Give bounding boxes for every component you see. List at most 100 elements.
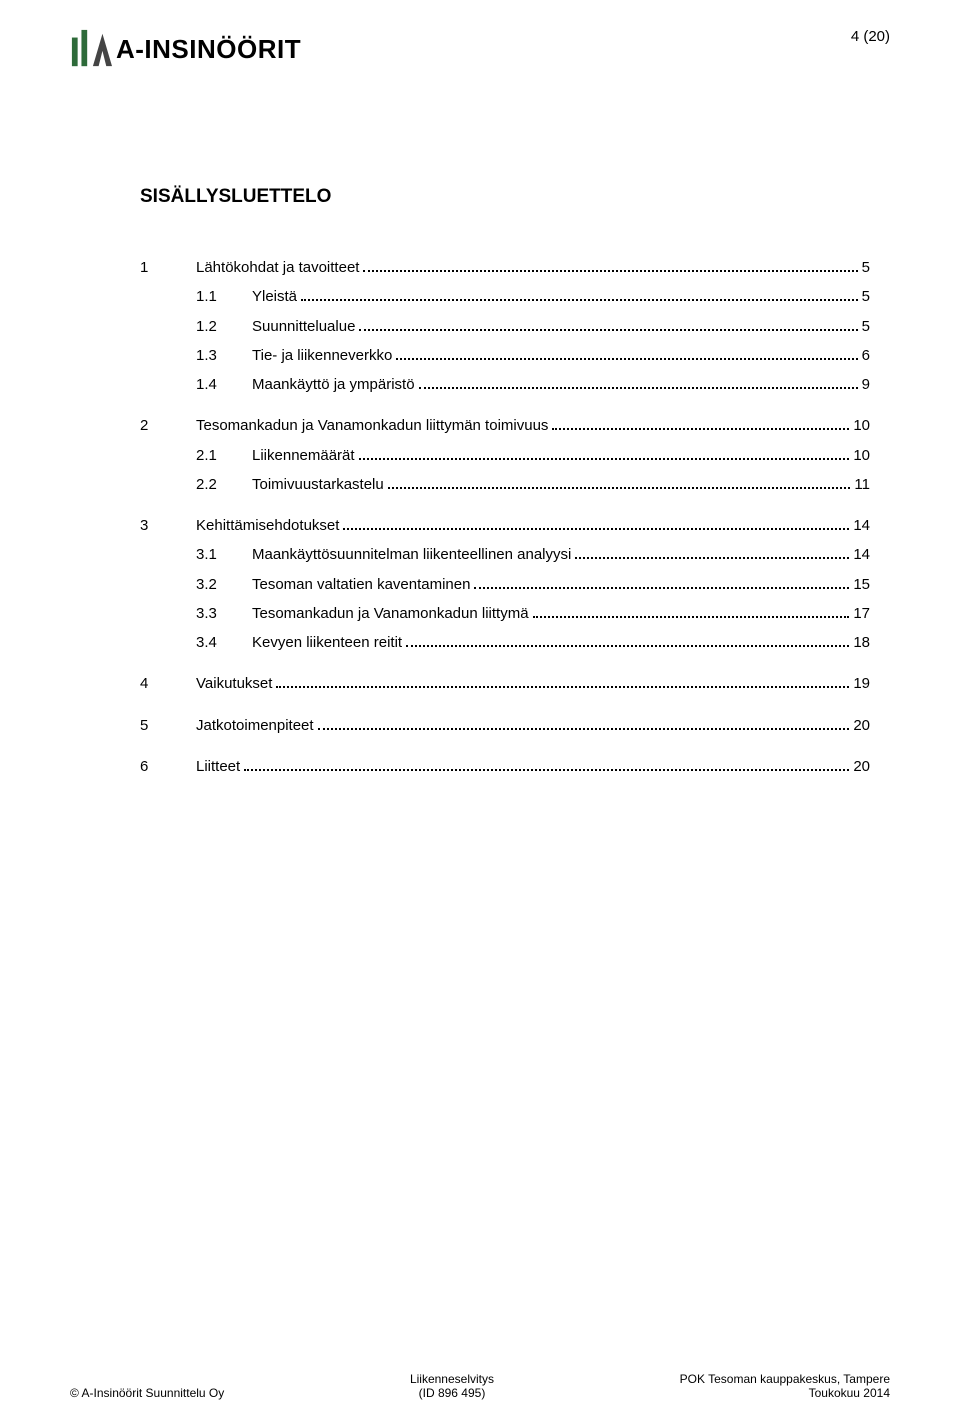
toc-leader-dots bbox=[363, 259, 857, 273]
toc-leader-dots bbox=[276, 675, 849, 689]
toc-entry-label: Yleistä bbox=[252, 285, 297, 308]
toc-leader-dots bbox=[406, 634, 849, 648]
toc-entry-label: Kehittämisehdotukset bbox=[196, 514, 339, 537]
toc-entry-label: Vaikutukset bbox=[196, 672, 272, 695]
toc-subentry[interactable]: 3.1Maankäyttösuunnitelman liikenteelline… bbox=[196, 543, 870, 566]
toc-leader-dots bbox=[301, 288, 858, 302]
toc-entry-number: 1.4 bbox=[196, 373, 252, 396]
toc-entry-number: 3.4 bbox=[196, 631, 252, 654]
page-footer: © A-Insinöörit Suunnittelu Oy Liikennese… bbox=[70, 1372, 890, 1400]
company-logo: A-INSINÖÖRIT bbox=[70, 28, 301, 70]
toc-entry-number: 2.1 bbox=[196, 444, 252, 467]
toc-entry-number: 2 bbox=[140, 414, 196, 437]
toc-subentry[interactable]: 2.2Toimivuustarkastelu11 bbox=[196, 473, 870, 496]
toc-entry-page: 5 bbox=[862, 285, 870, 308]
toc-section: 2Tesomankadun ja Vanamonkadun liittymän … bbox=[140, 414, 870, 496]
toc-entry-label: Liikennemäärät bbox=[252, 444, 355, 467]
table-of-contents: 1Lähtökohdat ja tavoitteet51.1Yleistä51.… bbox=[140, 256, 870, 778]
toc-subentry[interactable]: 1.1Yleistä 5 bbox=[196, 285, 870, 308]
toc-entry-label: Liitteet bbox=[196, 755, 240, 778]
toc-entry-number: 1.1 bbox=[196, 285, 252, 308]
toc-entry-label: Lähtökohdat ja tavoitteet bbox=[196, 256, 359, 279]
toc-section: 3Kehittämisehdotukset143.1Maankäyttösuun… bbox=[140, 514, 870, 654]
toc-section: 6Liitteet 20 bbox=[140, 755, 870, 778]
toc-entry-page: 10 bbox=[853, 414, 870, 437]
footer-right: POK Tesoman kauppakeskus, Tampere Toukok… bbox=[680, 1372, 890, 1400]
toc-leader-dots bbox=[244, 757, 849, 771]
copyright-text: © A-Insinöörit Suunnittelu Oy bbox=[70, 1386, 224, 1400]
toc-entry-page: 5 bbox=[862, 256, 870, 279]
toc-subentry[interactable]: 3.2Tesoman valtatien kaventaminen 15 bbox=[196, 573, 870, 596]
toc-entry-label: Tie- ja liikenneverkko bbox=[252, 344, 392, 367]
toc-leader-dots bbox=[343, 517, 849, 531]
toc-entry-page: 10 bbox=[853, 444, 870, 467]
toc-entry-page: 19 bbox=[853, 672, 870, 695]
toc-entry-number: 6 bbox=[140, 755, 196, 778]
toc-entry-label: Maankäyttösuunnitelman liikenteellinen a… bbox=[252, 543, 571, 566]
toc-subentry[interactable]: 1.2Suunnittelualue 5 bbox=[196, 315, 870, 338]
toc-entry-label: Maankäyttö ja ympäristö bbox=[252, 373, 415, 396]
toc-subentry[interactable]: 2.1Liikennemäärät 10 bbox=[196, 444, 870, 467]
toc-entry-number: 1.2 bbox=[196, 315, 252, 338]
toc-entry-number: 2.2 bbox=[196, 473, 252, 496]
toc-entry-page: 15 bbox=[853, 573, 870, 596]
toc-entry-page: 17 bbox=[853, 602, 870, 625]
content-area: SISÄLLYSLUETTELO 1Lähtökohdat ja tavoitt… bbox=[140, 186, 870, 796]
toc-leader-dots bbox=[318, 716, 850, 730]
toc-entry-label: Tesoman valtatien kaventaminen bbox=[252, 573, 470, 596]
page-header: A-INSINÖÖRIT 4 (20) bbox=[70, 28, 890, 70]
toc-entry[interactable]: 1Lähtökohdat ja tavoitteet 5 bbox=[140, 256, 870, 279]
toc-leader-dots bbox=[419, 376, 858, 390]
toc-entry-number: 4 bbox=[140, 672, 196, 695]
toc-entry-page: 20 bbox=[853, 755, 870, 778]
toc-entry-page: 14 bbox=[853, 543, 870, 566]
toc-entry-number: 3 bbox=[140, 514, 196, 537]
footer-center: Liikenneselvitys (ID 896 495) bbox=[410, 1372, 494, 1400]
toc-entry-number: 1.3 bbox=[196, 344, 252, 367]
toc-entry-page: 20 bbox=[853, 714, 870, 737]
toc-entry[interactable]: 4Vaikutukset 19 bbox=[140, 672, 870, 695]
toc-section: 1Lähtökohdat ja tavoitteet51.1Yleistä51.… bbox=[140, 256, 870, 396]
toc-section: 5Jatkotoimenpiteet 20 bbox=[140, 714, 870, 737]
page-number: 4 (20) bbox=[851, 28, 890, 45]
toc-subentry[interactable]: 1.3Tie- ja liikenneverkko 6 bbox=[196, 344, 870, 367]
toc-entry[interactable]: 2Tesomankadun ja Vanamonkadun liittymän … bbox=[140, 414, 870, 437]
toc-entry-page: 6 bbox=[862, 344, 870, 367]
toc-leader-dots bbox=[359, 317, 857, 331]
toc-entry-label: Kevyen liikenteen reitit bbox=[252, 631, 402, 654]
document-title: SISÄLLYSLUETTELO bbox=[140, 186, 870, 208]
toc-subentry[interactable]: 1.4Maankäyttö ja ympäristö 9 bbox=[196, 373, 870, 396]
footer-doc-type: Liikenneselvitys bbox=[410, 1372, 494, 1386]
toc-entry-label: Tesomankadun ja Vanamonkadun liittymän t… bbox=[196, 414, 548, 437]
toc-entry-label: Jatkotoimenpiteet bbox=[196, 714, 314, 737]
toc-entry-number: 5 bbox=[140, 714, 196, 737]
toc-entry-number: 1 bbox=[140, 256, 196, 279]
toc-entry[interactable]: 3Kehittämisehdotukset 14 bbox=[140, 514, 870, 537]
toc-entry-label: Tesomankadun ja Vanamonkadun liittymä bbox=[252, 602, 529, 625]
toc-leader-dots bbox=[359, 446, 850, 460]
toc-subentry[interactable]: 3.3Tesomankadun ja Vanamonkadun liittymä… bbox=[196, 602, 870, 625]
toc-leader-dots bbox=[396, 346, 857, 360]
toc-subentry[interactable]: 3.4Kevyen liikenteen reitit18 bbox=[196, 631, 870, 654]
footer-project: POK Tesoman kauppakeskus, Tampere bbox=[680, 1372, 890, 1386]
toc-leader-dots bbox=[552, 417, 849, 431]
footer-date: Toukokuu 2014 bbox=[680, 1386, 890, 1400]
logo-icon bbox=[70, 28, 112, 70]
footer-left: © A-Insinöörit Suunnittelu Oy bbox=[70, 1386, 224, 1400]
toc-leader-dots bbox=[575, 546, 849, 560]
footer-doc-id: (ID 896 495) bbox=[410, 1386, 494, 1400]
toc-entry-number: 3.1 bbox=[196, 543, 252, 566]
page: A-INSINÖÖRIT 4 (20) SISÄLLYSLUETTELO 1Lä… bbox=[0, 0, 960, 1428]
toc-entry[interactable]: 5Jatkotoimenpiteet 20 bbox=[140, 714, 870, 737]
toc-entry-number: 3.3 bbox=[196, 602, 252, 625]
toc-leader-dots bbox=[533, 604, 850, 618]
toc-section: 4Vaikutukset 19 bbox=[140, 672, 870, 695]
logo-text: A-INSINÖÖRIT bbox=[116, 34, 301, 65]
toc-entry[interactable]: 6Liitteet 20 bbox=[140, 755, 870, 778]
toc-entry-page: 9 bbox=[862, 373, 870, 396]
toc-entry-label: Suunnittelualue bbox=[252, 315, 355, 338]
toc-entry-page: 5 bbox=[862, 315, 870, 338]
toc-entry-label: Toimivuustarkastelu bbox=[252, 473, 384, 496]
toc-entry-page: 14 bbox=[853, 514, 870, 537]
toc-entry-number: 3.2 bbox=[196, 573, 252, 596]
